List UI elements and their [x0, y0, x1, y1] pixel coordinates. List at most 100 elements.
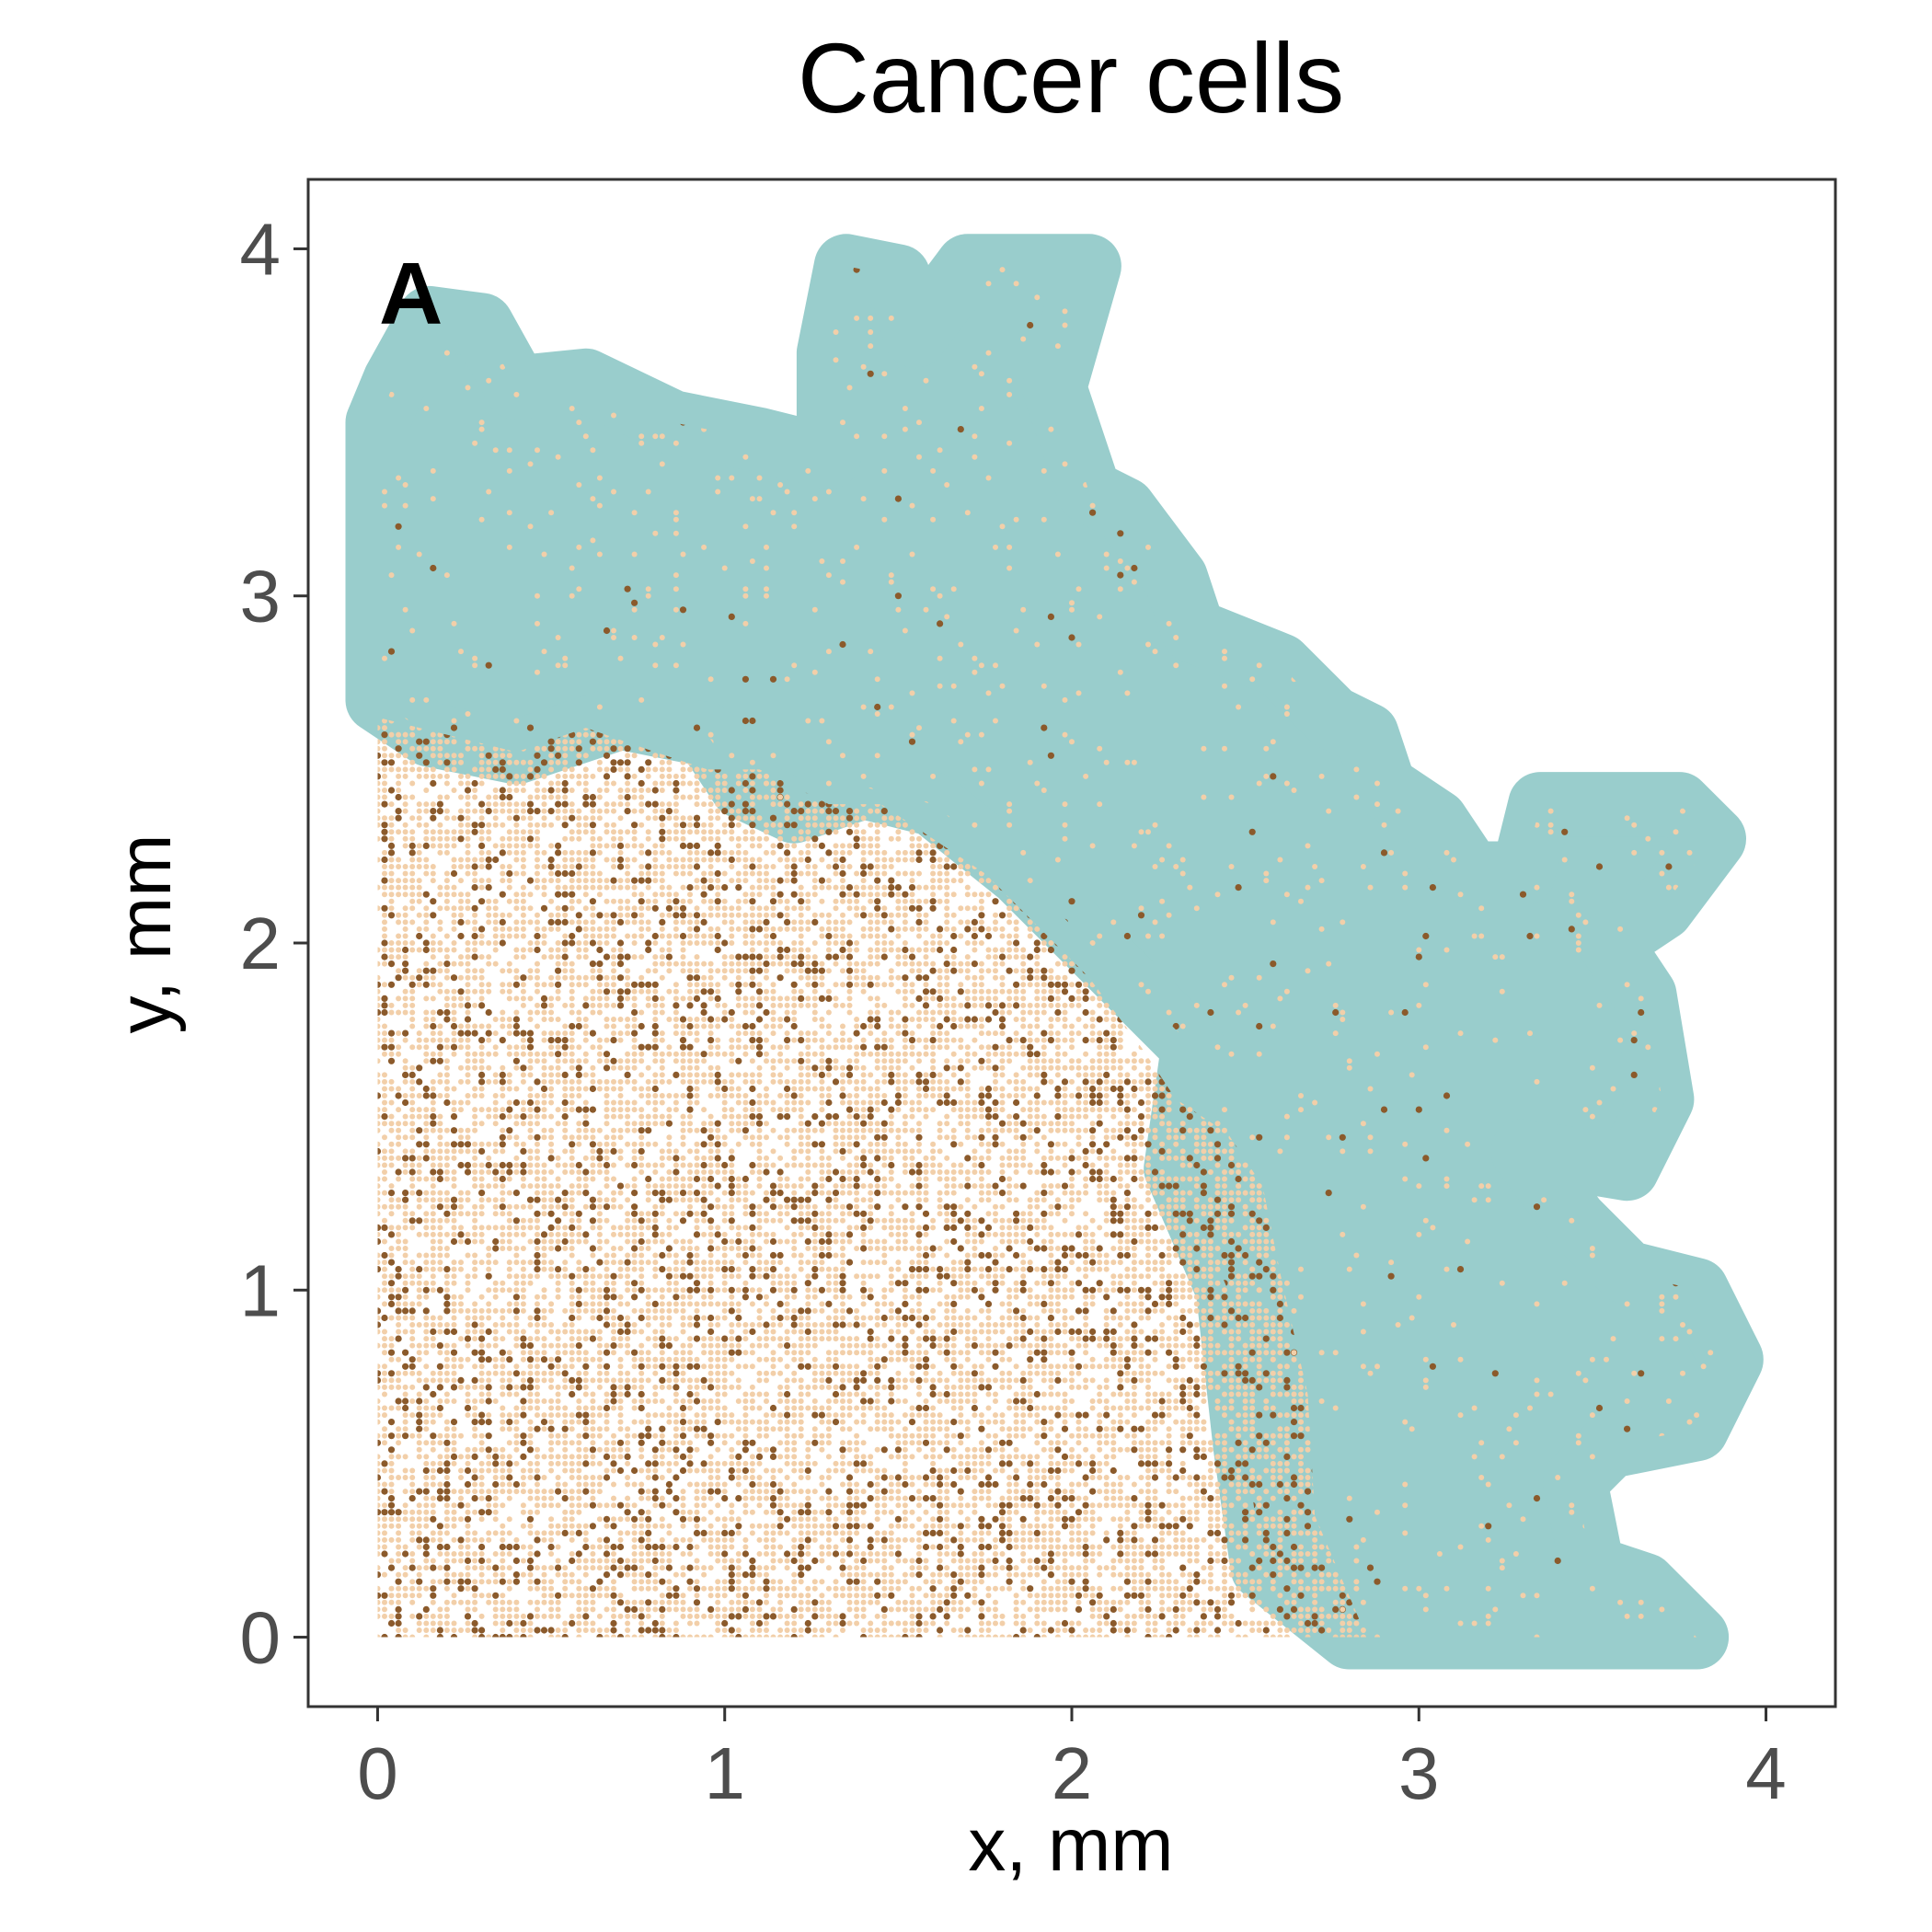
- cell-point-light: [535, 1301, 540, 1307]
- cell-point-dark: [1526, 932, 1534, 940]
- cell-point-light: [409, 1558, 416, 1564]
- cell-point-light: [527, 1523, 534, 1529]
- cell-point-light: [527, 1225, 534, 1231]
- cell-point-light: [548, 1613, 555, 1619]
- cell-point-light: [582, 905, 589, 912]
- cell-point-light: [388, 1516, 395, 1523]
- cell-point-light: [555, 1238, 561, 1245]
- cell-point-dark: [387, 1495, 396, 1502]
- cell-point-dark: [596, 1259, 604, 1266]
- cell-point-light: [520, 1002, 526, 1008]
- cell-point-light: [562, 662, 569, 669]
- cell-point-dark: [603, 1064, 611, 1072]
- cell-point-light: [409, 815, 416, 822]
- cell-point-light: [576, 947, 582, 953]
- cell-point-light: [382, 794, 387, 800]
- cell-point-light: [576, 1238, 582, 1245]
- cell-point-dark: [561, 1043, 569, 1051]
- cell-point-dark: [547, 1425, 555, 1432]
- cell-point-light: [596, 968, 603, 974]
- cell-point-dark: [471, 904, 478, 912]
- cell-point-light: [582, 822, 589, 828]
- cell-point-light: [513, 919, 520, 926]
- cell-point-dark: [381, 835, 388, 843]
- cell-point-light: [486, 1287, 492, 1294]
- cell-point-light: [396, 1475, 402, 1480]
- cell-point-light: [582, 1571, 589, 1578]
- cell-point-dark: [512, 1571, 521, 1579]
- cell-point-light: [486, 1565, 492, 1571]
- cell-point-light: [409, 1078, 416, 1085]
- cell-point-light: [582, 933, 589, 939]
- cell-point-light: [1152, 649, 1158, 655]
- cell-point-light: [506, 1495, 512, 1501]
- cell-point-light: [1124, 690, 1131, 696]
- cell-point-light: [604, 919, 610, 926]
- cell-point-light: [388, 1148, 395, 1155]
- cell-point-light: [582, 940, 589, 946]
- cell-point-light: [590, 1391, 596, 1397]
- cell-point-light: [1555, 1475, 1561, 1480]
- cell-point-light: [548, 1231, 555, 1237]
- cell-point-light: [416, 1571, 422, 1578]
- cell-point-dark: [582, 1002, 590, 1009]
- cell-point-light: [513, 1489, 520, 1495]
- cell-point-light: [402, 940, 408, 946]
- cell-point-light: [1443, 1585, 1450, 1592]
- cell-point-light: [1367, 1086, 1374, 1092]
- cell-point-light: [1680, 1322, 1685, 1328]
- cell-point-light: [555, 1121, 561, 1127]
- cell-point-light: [465, 801, 471, 808]
- cell-point-dark: [742, 717, 750, 725]
- cell-point-light: [478, 1197, 485, 1203]
- cell-point-light: [443, 1058, 450, 1064]
- cell-point-light: [562, 794, 569, 800]
- cell-point-light: [388, 1315, 395, 1321]
- cell-point-light: [430, 940, 436, 946]
- cell-point-light: [742, 523, 749, 530]
- cell-point-dark: [534, 1536, 541, 1544]
- cell-point-light: [596, 1460, 603, 1466]
- cell-point-light: [1422, 1593, 1429, 1599]
- cell-point-dark: [526, 1613, 535, 1620]
- cell-point-light: [388, 829, 395, 835]
- cell-point-light: [604, 926, 610, 932]
- cell-point-dark: [540, 759, 548, 766]
- cell-point-light: [590, 1440, 596, 1446]
- cell-point-dark: [464, 1557, 472, 1565]
- cell-point-light: [472, 1509, 478, 1515]
- cell-point-light: [513, 759, 520, 765]
- cell-point-light: [562, 1565, 569, 1571]
- cell-point-light: [506, 1328, 512, 1335]
- cell-point-light: [555, 1571, 561, 1578]
- cell-point-light: [535, 1585, 540, 1592]
- cell-point-light: [409, 1093, 416, 1098]
- cell-point-light: [582, 1502, 589, 1509]
- cell-point-light: [548, 1599, 555, 1605]
- cell-point-light: [388, 1002, 395, 1008]
- cell-point-light: [590, 1287, 596, 1294]
- cell-point-dark: [485, 661, 492, 669]
- cell-point-light: [465, 1211, 471, 1217]
- cell-point-light: [1318, 926, 1325, 932]
- cell-point-light: [402, 1315, 408, 1321]
- cell-point-light: [451, 759, 457, 765]
- cell-point-light: [874, 753, 880, 759]
- cell-point-light: [472, 1489, 478, 1495]
- cell-point-light: [1409, 1315, 1415, 1321]
- cell-point-light: [923, 377, 929, 384]
- cell-point-light: [478, 766, 485, 773]
- cell-point-dark: [387, 1564, 396, 1571]
- cell-point-dark: [520, 1342, 527, 1350]
- cell-point-light: [430, 1558, 436, 1564]
- cell-point-light: [500, 988, 506, 995]
- cell-point-light: [548, 1565, 555, 1571]
- cell-point-light: [443, 1273, 450, 1280]
- cell-point-light: [1360, 1328, 1366, 1335]
- cell-point-light: [486, 919, 492, 926]
- cell-point-light: [486, 1315, 492, 1321]
- cell-point-light: [513, 788, 520, 793]
- cell-point-light: [604, 1148, 610, 1155]
- cell-point-light: [416, 1391, 422, 1397]
- cell-point-light: [437, 1078, 443, 1085]
